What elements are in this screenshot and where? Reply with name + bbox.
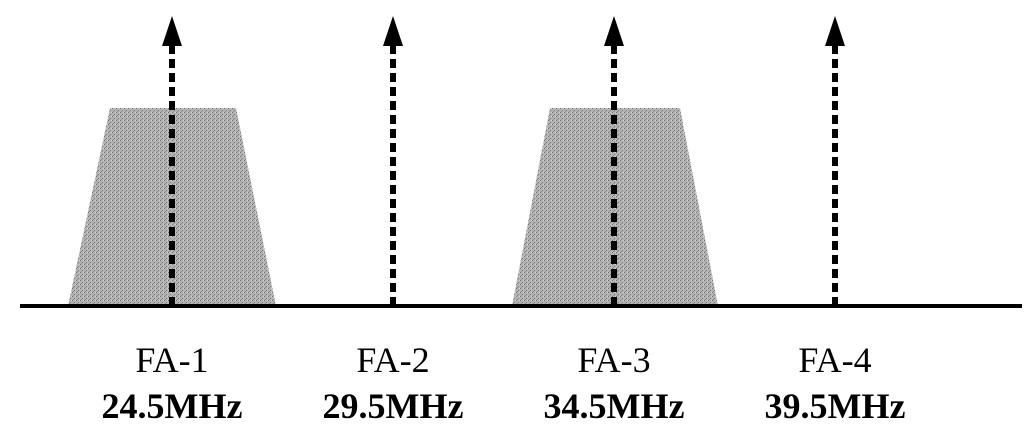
fa-1-carrier-arrow xyxy=(162,16,182,306)
channel-name: FA-1 xyxy=(135,340,209,380)
channel-frequency: 29.5MHz xyxy=(322,386,464,426)
channel-label-fa-3: FA-3 34.5MHz xyxy=(514,342,714,424)
fa-3-carrier-arrow xyxy=(604,16,624,306)
channel-frequency: 24.5MHz xyxy=(101,386,243,426)
channel-label-fa-1: FA-1 24.5MHz xyxy=(72,342,272,424)
fa-2-carrier-arrow xyxy=(383,16,403,306)
channel-label-fa-4: FA-4 39.5MHz xyxy=(735,342,935,424)
fa-4-carrier-arrow xyxy=(825,16,845,306)
channel-label-fa-2: FA-2 29.5MHz xyxy=(293,342,493,424)
channel-name: FA-3 xyxy=(577,340,651,380)
channel-name: FA-2 xyxy=(356,340,430,380)
channel-frequency: 39.5MHz xyxy=(764,386,906,426)
channel-frequency: 34.5MHz xyxy=(543,386,685,426)
channel-name: FA-4 xyxy=(798,340,872,380)
